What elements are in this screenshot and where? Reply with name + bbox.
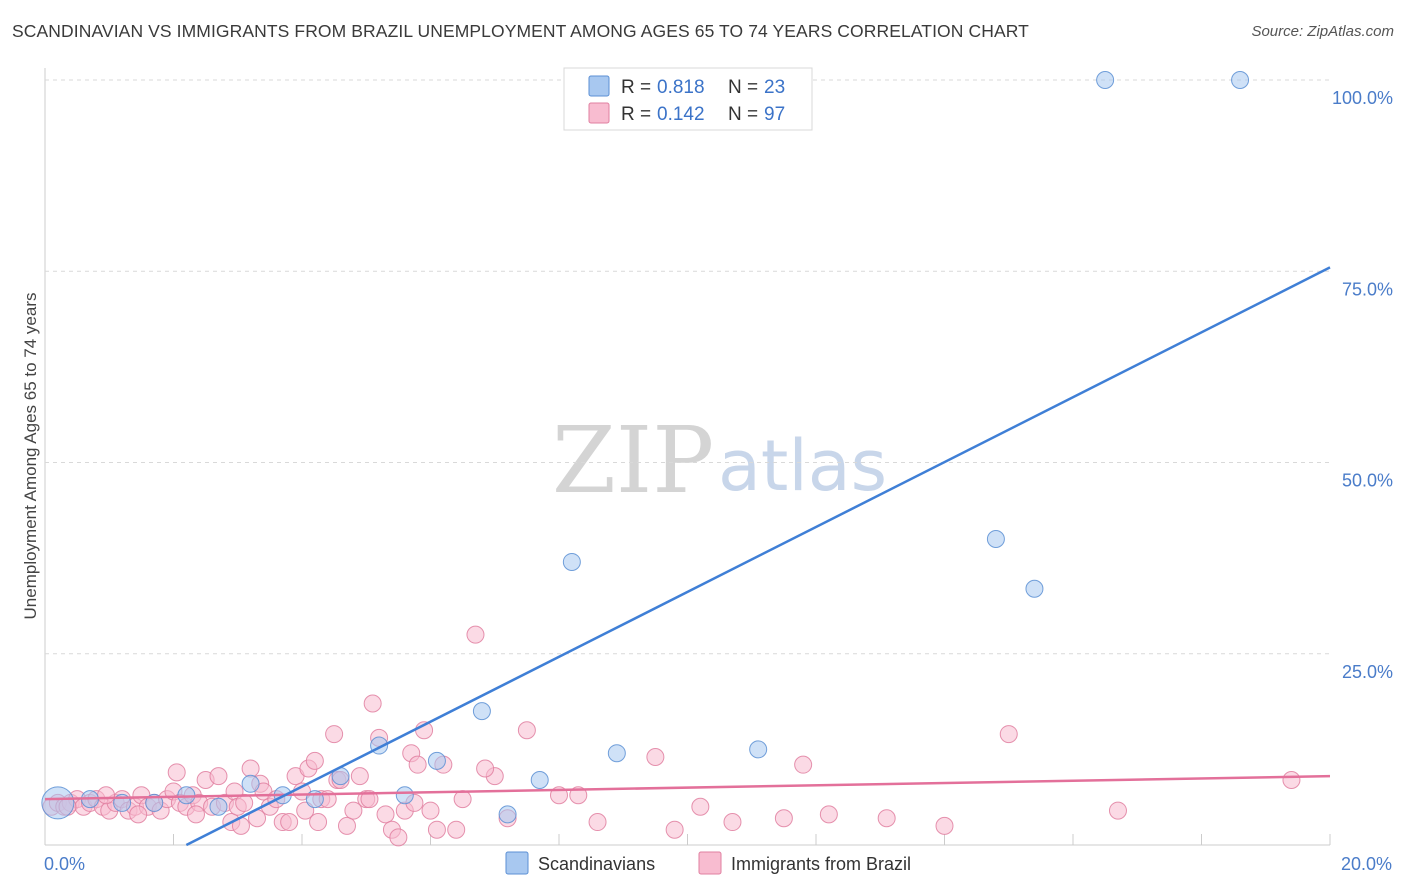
brazil-point (646, 748, 665, 767)
brazil-point (325, 725, 344, 744)
scandinavian-point (749, 740, 768, 759)
bottom-legend-label-brazil: Immigrants from Brazil (731, 854, 911, 874)
legend-r-value-0: 0.818 (657, 77, 705, 98)
legend-n-label-1: N = (728, 104, 758, 125)
scandinavian-point (498, 805, 517, 824)
y-tick-labels: 25.0% 50.0% 75.0% 100.0% (1332, 88, 1393, 682)
brazil-point (877, 809, 896, 828)
brazil-point (167, 763, 186, 782)
brazil-point (447, 820, 466, 839)
watermark-zip: ZIP (552, 407, 714, 514)
x-axis-ticks (44, 834, 1331, 845)
scandinavian-point (241, 774, 260, 793)
brazil-point (935, 816, 954, 835)
brazil-point (517, 721, 536, 740)
legend-r-value-1: 0.142 (657, 104, 705, 125)
brazil-point (280, 813, 299, 832)
legend-n-value-1: 97 (764, 104, 785, 125)
legend-n-label-0: N = (728, 77, 758, 98)
brazil-point (453, 790, 472, 809)
legend-n-value-0: 23 (764, 77, 785, 98)
brazil-point (691, 797, 710, 816)
brazil-point (569, 786, 588, 805)
gridlines (45, 79, 1330, 655)
brazil-point (209, 767, 228, 786)
brazil-point (376, 805, 395, 824)
scandinavian-point (41, 786, 75, 820)
scandinavian-point (607, 744, 626, 763)
trend-lines (44, 266, 1331, 847)
brazil-point (344, 801, 363, 820)
scandinavian-point (1231, 71, 1250, 89)
brazil-point (309, 813, 328, 832)
scandinavian-point (145, 793, 164, 812)
brazil-point (129, 805, 148, 824)
source-label: Source: ZipAtlas.com (1251, 23, 1394, 40)
chart-title: SCANDINAVIAN VS IMMIGRANTS FROM BRAZIL U… (12, 21, 1029, 41)
scandinavian-point (472, 702, 491, 721)
x-tick-label-max: 20.0% (1341, 854, 1392, 874)
brazil-trend-line (44, 774, 1331, 801)
legend-r-label-1: R = (621, 104, 651, 125)
correlation-legend: R = 0.818 N = 23 R = 0.142 N = 97 (563, 67, 813, 131)
legend-swatch-scandinavians (588, 75, 610, 97)
brazil-point (97, 786, 116, 805)
bottom-legend-swatch-scandinavians (505, 851, 529, 875)
y-axis-title: Unemployment Among Ages 65 to 74 years (21, 293, 40, 620)
series-legend: Scandinavians Immigrants from Brazil (505, 851, 911, 875)
bottom-legend-label-scandinavians: Scandinavians (538, 854, 655, 874)
brazil-point (235, 793, 254, 812)
brazil-point (350, 767, 369, 786)
brazil-point (337, 816, 356, 835)
y-tick-label: 100.0% (1332, 88, 1393, 108)
brazil-point (588, 813, 607, 832)
brazil-point (389, 828, 408, 847)
brazil-point (427, 820, 446, 839)
legend-swatch-brazil (588, 102, 610, 124)
brazil-point (305, 751, 324, 770)
scandinavian-point (1025, 579, 1044, 598)
brazil-point (421, 801, 440, 820)
brazil-point (665, 820, 684, 839)
scandinavian-point (395, 786, 414, 805)
brazil-point (296, 801, 315, 820)
brazil-point (999, 725, 1018, 744)
y-tick-label: 25.0% (1342, 662, 1393, 682)
brazil-point (774, 809, 793, 828)
brazil-point (819, 805, 838, 824)
brazil-point (241, 759, 260, 778)
scandinavian-point (1096, 71, 1115, 89)
brazil-point (1282, 770, 1301, 789)
brazil-point (1108, 801, 1127, 820)
brazil-point (794, 755, 813, 774)
y-tick-label: 50.0% (1342, 471, 1393, 491)
scandinavian-point (986, 530, 1005, 548)
brazil-point (466, 625, 485, 644)
brazil-point (476, 759, 495, 778)
scandinavian-point (562, 552, 581, 571)
brazil-point (723, 813, 742, 832)
brazil-point (408, 755, 427, 774)
y-tick-label: 75.0% (1342, 279, 1393, 299)
scandinavian-point (530, 770, 549, 789)
legend-r-label-0: R = (621, 77, 651, 98)
x-tick-label-min: 0.0% (44, 854, 85, 874)
brazil-point (360, 790, 379, 809)
scandinavian-point (209, 797, 228, 816)
scandinavian-point (427, 751, 446, 770)
brazil-points (42, 625, 1301, 847)
brazil-point (363, 694, 382, 713)
scandinavian-trend-line (185, 266, 1331, 847)
watermark-atlas: atlas (718, 425, 887, 507)
bottom-legend-swatch-brazil (698, 851, 722, 875)
brazil-point (186, 805, 205, 824)
